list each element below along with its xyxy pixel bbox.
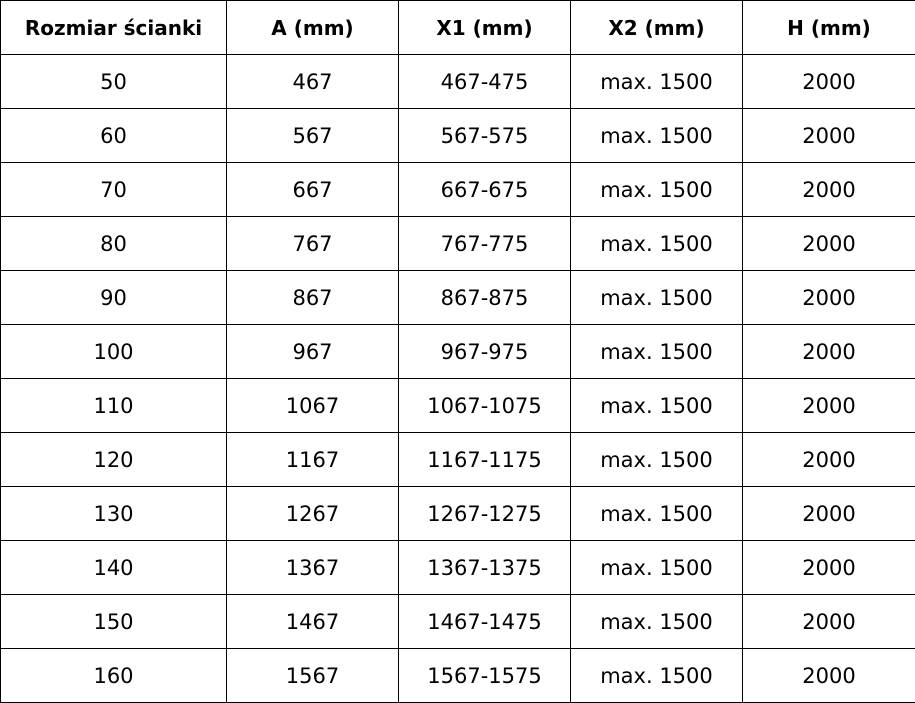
- cell-x2: max. 1500: [570, 378, 743, 433]
- column-header-a: A (mm): [226, 0, 399, 55]
- cell-x2: max. 1500: [570, 270, 743, 325]
- table-row: 90 867 867-875 max. 1500 2000: [0, 270, 915, 325]
- cell-x1: 867-875: [398, 270, 571, 325]
- table-row: 160 1567 1567-1575 max. 1500 2000: [0, 648, 915, 703]
- cell-h: 2000: [742, 648, 915, 703]
- cell-x1: 767-775: [398, 216, 571, 271]
- cell-a: 1567: [226, 648, 399, 703]
- cell-x1: 1267-1275: [398, 486, 571, 541]
- cell-x2: max. 1500: [570, 648, 743, 703]
- table-row: 130 1267 1267-1275 max. 1500 2000: [0, 486, 915, 541]
- cell-x1: 1567-1575: [398, 648, 571, 703]
- table-row: 120 1167 1167-1175 max. 1500 2000: [0, 432, 915, 487]
- cell-a: 1367: [226, 540, 399, 595]
- table-row: 60 567 567-575 max. 1500 2000: [0, 108, 915, 163]
- cell-h: 2000: [742, 540, 915, 595]
- cell-h: 2000: [742, 594, 915, 649]
- cell-wall-size: 60: [0, 108, 227, 163]
- table-row: 100 967 967-975 max. 1500 2000: [0, 324, 915, 379]
- cell-x2: max. 1500: [570, 540, 743, 595]
- cell-wall-size: 160: [0, 648, 227, 703]
- cell-a: 967: [226, 324, 399, 379]
- cell-h: 2000: [742, 270, 915, 325]
- cell-x2: max. 1500: [570, 432, 743, 487]
- cell-h: 2000: [742, 378, 915, 433]
- cell-a: 667: [226, 162, 399, 217]
- cell-x1: 967-975: [398, 324, 571, 379]
- cell-x1: 467-475: [398, 54, 571, 109]
- cell-wall-size: 140: [0, 540, 227, 595]
- cell-wall-size: 130: [0, 486, 227, 541]
- column-header-h: H (mm): [742, 0, 915, 55]
- table-row: 50 467 467-475 max. 1500 2000: [0, 54, 915, 109]
- table-row: 150 1467 1467-1475 max. 1500 2000: [0, 594, 915, 649]
- cell-a: 567: [226, 108, 399, 163]
- cell-wall-size: 150: [0, 594, 227, 649]
- cell-a: 1067: [226, 378, 399, 433]
- cell-x1: 1367-1375: [398, 540, 571, 595]
- cell-x2: max. 1500: [570, 486, 743, 541]
- cell-wall-size: 50: [0, 54, 227, 109]
- cell-a: 467: [226, 54, 399, 109]
- cell-a: 1167: [226, 432, 399, 487]
- cell-wall-size: 110: [0, 378, 227, 433]
- cell-h: 2000: [742, 432, 915, 487]
- cell-x2: max. 1500: [570, 594, 743, 649]
- cell-h: 2000: [742, 162, 915, 217]
- cell-h: 2000: [742, 54, 915, 109]
- cell-a: 767: [226, 216, 399, 271]
- column-header-wall-size: Rozmiar ścianki: [0, 0, 227, 55]
- cell-x2: max. 1500: [570, 324, 743, 379]
- cell-x2: max. 1500: [570, 162, 743, 217]
- cell-a: 867: [226, 270, 399, 325]
- cell-x1: 1167-1175: [398, 432, 571, 487]
- cell-wall-size: 80: [0, 216, 227, 271]
- cell-h: 2000: [742, 486, 915, 541]
- cell-x2: max. 1500: [570, 216, 743, 271]
- header-row: Rozmiar ścianki A (mm) X1 (mm) X2 (mm) H (mm…: [0, 0, 915, 55]
- cell-x1: 1467-1475: [398, 594, 571, 649]
- cell-x2: max. 1500: [570, 108, 743, 163]
- cell-x2: max. 1500: [570, 54, 743, 109]
- cell-wall-size: 90: [0, 270, 227, 325]
- cell-x1: 1067-1075: [398, 378, 571, 433]
- cell-h: 2000: [742, 324, 915, 379]
- cell-a: 1267: [226, 486, 399, 541]
- cell-wall-size: 120: [0, 432, 227, 487]
- cell-x1: 667-675: [398, 162, 571, 217]
- cell-x1: 567-575: [398, 108, 571, 163]
- column-header-x1: X1 (mm): [398, 0, 571, 55]
- table-row: 70 667 667-675 max. 1500 2000: [0, 162, 915, 217]
- cell-wall-size: 100: [0, 324, 227, 379]
- cell-h: 2000: [742, 108, 915, 163]
- table-row: 110 1067 1067-1075 max. 1500 2000: [0, 378, 915, 433]
- column-header-x2: X2 (mm): [570, 0, 743, 55]
- cell-wall-size: 70: [0, 162, 227, 217]
- cell-h: 2000: [742, 216, 915, 271]
- table-row: 140 1367 1367-1375 max. 1500 2000: [0, 540, 915, 595]
- table-row: 80 767 767-775 max. 1500 2000: [0, 216, 915, 271]
- cell-a: 1467: [226, 594, 399, 649]
